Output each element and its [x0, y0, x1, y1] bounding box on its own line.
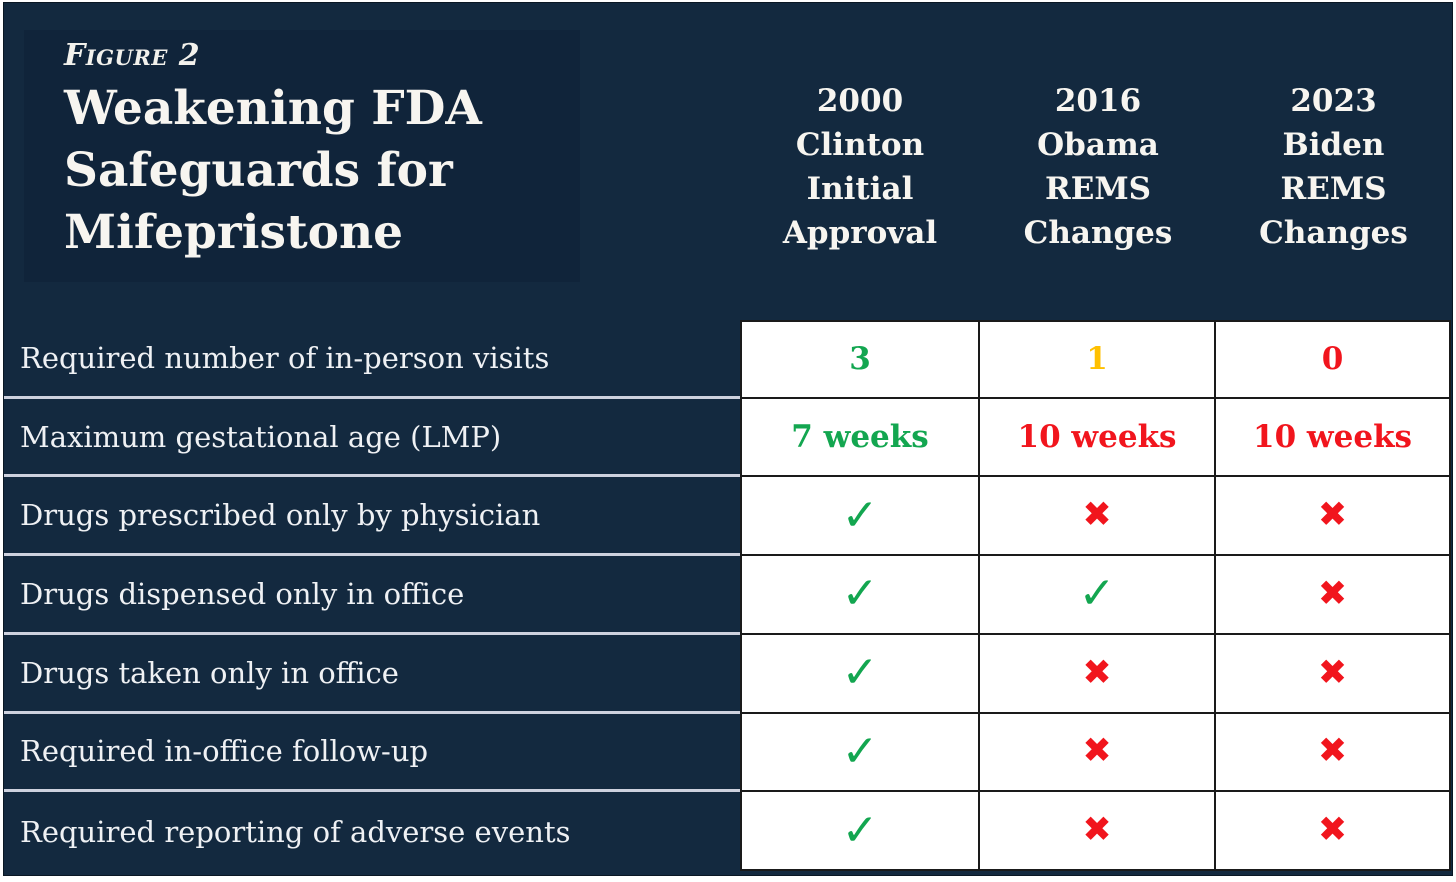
cross-icon: ✖: [1317, 652, 1348, 693]
table-cell: ✖: [1216, 713, 1451, 793]
row-label: Required reporting of adverse events: [20, 814, 571, 849]
table-cell: ✓: [740, 713, 980, 793]
cell-value: 1: [1086, 341, 1108, 378]
figure-label: Figure 2: [64, 38, 201, 73]
title-panel: Figure 2 Weakening FDA Safeguards for Mi…: [24, 30, 580, 282]
cross-icon: ✖: [1082, 495, 1112, 536]
table-cell: 7 weeks: [740, 398, 980, 478]
table-cell: ✓: [740, 477, 980, 557]
cross-icon: ✖: [1317, 810, 1348, 851]
column-header-2023-biden: 2023 Biden REMS Changes: [1259, 83, 1408, 251]
table-cell: ✖: [980, 792, 1216, 871]
table-cell: 0: [1216, 320, 1451, 399]
cell-value: 10 weeks: [1017, 419, 1177, 456]
table-cell: 10 weeks: [1216, 398, 1451, 478]
table-cell: ✖: [1216, 634, 1451, 714]
row-label: Maximum gestational age (LMP): [4, 399, 740, 478]
cross-icon: ✖: [1317, 573, 1348, 614]
table-cell: ✖: [1216, 792, 1451, 871]
column-header-2000-clinton: 2000 Clinton Initial Approval: [782, 83, 938, 251]
table-cell: ✓: [740, 634, 980, 714]
check-icon: ✓: [841, 647, 879, 699]
column-header-2016-obama: 2016 Obama REMS Changes: [1023, 83, 1173, 251]
table-cell: 10 weeks: [980, 398, 1216, 478]
table-cell: ✖: [980, 477, 1216, 557]
row-label: Drugs dispensed only in office: [4, 556, 740, 635]
table-cell: ✓: [740, 556, 980, 635]
check-icon: ✓: [841, 489, 879, 541]
cell-value: 3: [849, 341, 871, 378]
cell-value: 10 weeks: [1253, 419, 1412, 456]
cross-icon: ✖: [1082, 810, 1112, 851]
check-icon: ✓: [841, 568, 879, 620]
row-label: Drugs taken only in office: [4, 635, 740, 714]
cross-icon: ✖: [1317, 731, 1348, 772]
comparison-grid: Required number of in-person visits 3 1 0 Ma…: [4, 320, 1451, 871]
row-label: Required number of in-person visits: [4, 320, 740, 399]
table-cell: 3: [740, 320, 980, 399]
table-cell: ✖: [1216, 477, 1451, 557]
table-cell: ✓: [980, 556, 1216, 635]
cell-value: 7 weeks: [791, 419, 929, 456]
table-cell: 1: [980, 320, 1216, 399]
cell-value: 0: [1321, 341, 1344, 378]
check-icon: ✓: [841, 804, 879, 856]
table-cell: ✖: [1216, 556, 1451, 635]
table-cell: ✖: [980, 713, 1216, 793]
table-cell: ✓: [740, 792, 980, 871]
check-icon: ✓: [841, 725, 879, 777]
table-cell: ✖: [980, 634, 1216, 714]
row-label: Drugs prescribed only by physician: [4, 477, 740, 557]
figure-canvas: Figure 2 Weakening FDA Safeguards for Mi…: [3, 2, 1453, 876]
cross-icon: ✖: [1082, 731, 1112, 772]
check-icon: ✓: [1078, 568, 1116, 620]
figure-title: Weakening FDA Safeguards for Mifepriston…: [64, 81, 482, 260]
cross-icon: ✖: [1317, 495, 1348, 536]
row-label: Required in-office follow-up: [4, 714, 740, 793]
cross-icon: ✖: [1082, 652, 1112, 693]
